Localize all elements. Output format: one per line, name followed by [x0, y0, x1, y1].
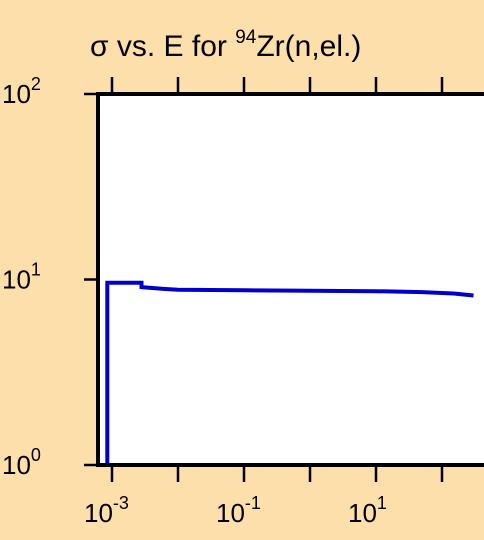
- y-tick-label: 102: [2, 74, 41, 109]
- title-prefix: σ vs. E for: [90, 30, 235, 63]
- x-tick-label: 10-1: [216, 493, 261, 528]
- x-tick-label: 101: [348, 493, 387, 528]
- x-tick-label: 10-3: [84, 493, 129, 528]
- y-tick-label: 100: [2, 445, 41, 480]
- chart-title: σ vs. E for 94Zr(n,el.): [90, 27, 361, 63]
- plot-area: [98, 94, 484, 465]
- title-superscript: 94: [235, 27, 257, 48]
- title-suffix: Zr(n,el.): [256, 30, 361, 63]
- y-tick-label: 101: [2, 260, 41, 295]
